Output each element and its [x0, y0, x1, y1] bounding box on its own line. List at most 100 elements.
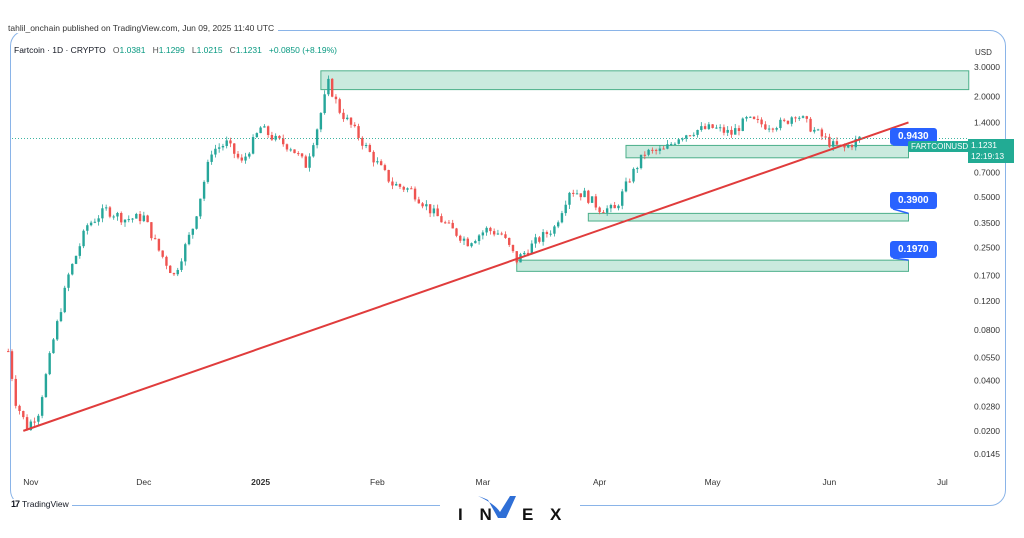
invex-text-right: E X: [522, 505, 567, 524]
candle-body: [357, 126, 360, 138]
candle-body: [191, 228, 195, 235]
candle-body: [816, 129, 820, 131]
candle-body: [560, 213, 564, 223]
symbol-ohlc-line: Fartcoin · 1D · CRYPTO O1.0381 H1.1299 L…: [14, 45, 337, 55]
candle-body: [835, 141, 839, 145]
candle-body: [779, 119, 782, 129]
candle-body: [850, 145, 854, 148]
y-tick-label: 0.3500: [974, 218, 1000, 228]
candle-body: [153, 238, 157, 240]
candle-body: [847, 145, 850, 148]
candle-body: [89, 222, 93, 226]
candle-body: [696, 129, 699, 135]
candle-body: [334, 96, 338, 100]
candle-body: [726, 129, 729, 133]
candle-body: [854, 138, 857, 148]
candle-body: [176, 269, 179, 275]
candle-body: [492, 231, 496, 235]
candle-body: [632, 168, 635, 182]
candle-body: [37, 415, 40, 422]
candle-body: [553, 226, 556, 234]
last-price-box: 1.1231 12:19:13: [968, 139, 1014, 163]
invex-text-left: I N: [458, 505, 498, 524]
candle-body: [545, 232, 549, 235]
candle-body: [579, 193, 582, 198]
candle-body: [259, 127, 262, 134]
candle-body: [278, 135, 281, 139]
candle-body: [432, 208, 436, 214]
candle-body: [82, 230, 85, 247]
candle-body: [647, 149, 650, 155]
candle-body: [300, 153, 304, 157]
candle-body: [530, 243, 534, 255]
x-tick-label: 2025: [251, 477, 270, 487]
candle-body: [523, 252, 526, 255]
symbol-name[interactable]: Fartcoin · 1D · CRYPTO: [14, 45, 106, 55]
candle-body: [104, 207, 108, 209]
candle-body: [180, 261, 183, 270]
candle-body: [395, 184, 398, 186]
y-tick-label: 0.0800: [974, 325, 1000, 335]
candle-body: [40, 397, 44, 416]
candle-body: [609, 204, 613, 209]
currency-label: USD: [975, 48, 992, 57]
low-value: 1.0215: [196, 45, 223, 55]
candle-body: [44, 374, 48, 398]
candle-body: [63, 287, 66, 313]
candle-body: [568, 192, 571, 205]
callout-level-1: 0.9430: [890, 128, 937, 145]
candle-body: [361, 137, 364, 146]
candle-body: [730, 129, 733, 135]
candle-body: [624, 181, 628, 192]
candle-body: [658, 148, 662, 151]
y-tick-label: 0.2500: [974, 242, 1000, 252]
candle-body: [831, 141, 835, 147]
candle-body: [184, 244, 187, 262]
candle-body: [798, 117, 801, 119]
candle-body: [248, 153, 251, 157]
candle-body: [775, 128, 778, 130]
candle-body: [643, 154, 647, 156]
candle-body: [485, 227, 488, 233]
candle-body: [692, 134, 695, 136]
x-tick-label: Jun: [823, 477, 837, 487]
low-label: L: [191, 45, 197, 55]
candle-body: [146, 215, 149, 223]
candle-body: [169, 265, 172, 274]
candle-body: [10, 351, 14, 379]
candle-body: [477, 235, 481, 242]
candle-body: [767, 128, 771, 130]
candle-body: [417, 199, 421, 204]
candle-body: [342, 112, 345, 120]
candle-body: [771, 128, 775, 130]
candle-body: [451, 222, 454, 229]
candle-body: [764, 124, 767, 130]
candle-body: [843, 144, 846, 148]
candle-body: [274, 135, 277, 140]
candle-body: [790, 117, 793, 124]
candle-body: [715, 127, 718, 129]
tradingview-logo[interactable]: 17 TradingView: [8, 499, 72, 509]
candle-body: [353, 124, 356, 127]
candle-body: [233, 143, 236, 154]
candle-body: [402, 186, 405, 190]
candle-body: [120, 212, 123, 223]
candle-body: [338, 99, 341, 113]
candle-body: [677, 139, 680, 144]
y-axis: 3.00002.00001.40001.00000.70000.50000.35…: [974, 62, 1000, 459]
candle-body: [813, 129, 816, 132]
candle-body: [443, 222, 447, 224]
candle-body: [150, 222, 153, 239]
candle-body: [112, 216, 115, 218]
candle-body: [455, 228, 458, 236]
ticker-tag: FARTCOINUSD: [908, 141, 972, 152]
candle-body: [481, 232, 485, 236]
candle-body: [628, 181, 631, 183]
candle-body: [824, 136, 827, 138]
candle-body: [526, 252, 530, 255]
candle-body: [707, 124, 711, 129]
candle-body: [466, 238, 469, 247]
y-tick-label: 0.1200: [974, 296, 1000, 306]
candle-body: [71, 263, 74, 275]
